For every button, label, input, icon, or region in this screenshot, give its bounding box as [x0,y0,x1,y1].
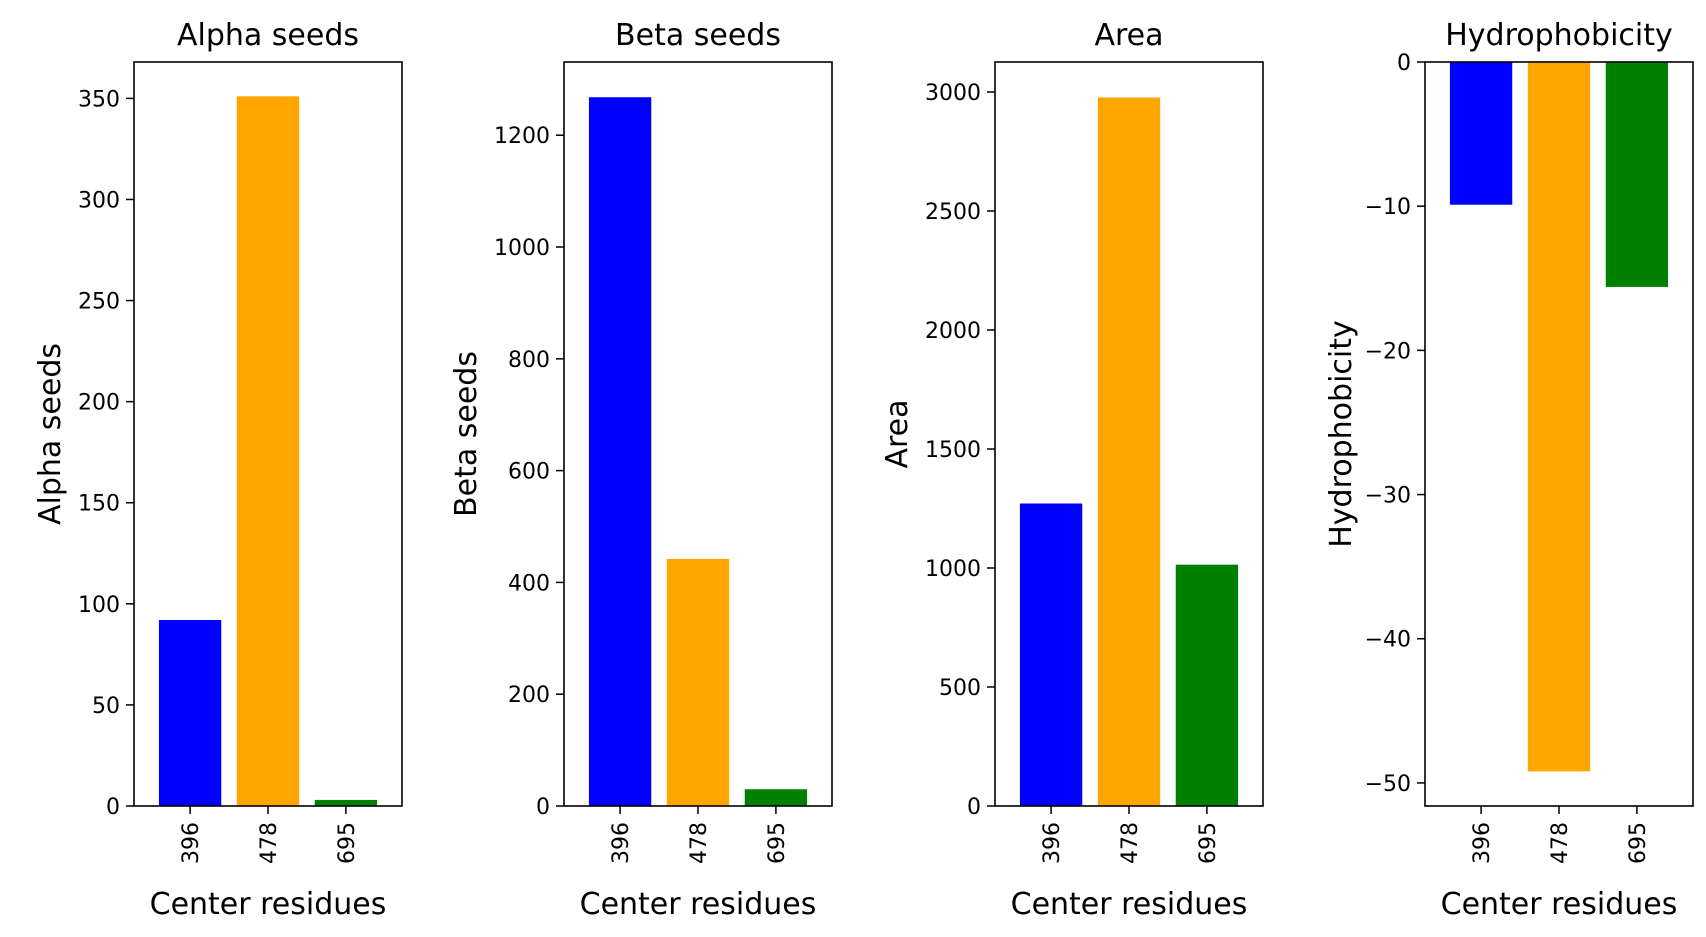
y-tick-label: 1000 [494,236,550,261]
x-tick-label: 478 [257,822,282,864]
y-axis-label: Beta seeds [449,351,484,517]
y-tick-label: 600 [508,460,550,485]
bar-695 [1605,62,1669,287]
x-axis-label: Center residues [1441,887,1678,922]
y-tick-label: 100 [78,593,120,618]
x-tick-label: 396 [609,822,634,864]
x-tick-label: 695 [335,822,360,864]
subplot-3: 0 500 1000 1500 2000 2500 3000 396 478 695 Area Cen… [880,18,1264,922]
x-tick-label: 478 [1548,822,1573,864]
subplot-1: 0 50 100 150 200 250 300 350 396 478 695 Alpha seed… [33,18,403,922]
x-tick-label: 396 [1470,822,1495,864]
subplot-title: Hydrophobicity [1445,18,1673,53]
subplot-title: Area [1094,18,1163,53]
x-tick-label: 478 [687,822,712,864]
y-tick-label: −30 [1365,484,1411,509]
y-tick-label: 0 [106,795,120,820]
bar-478 [236,96,300,807]
subplot-4: 0 −10 −20 −30 −40 −50 396 478 695 Hydrophobicity C… [1324,18,1694,922]
bar-695 [314,799,378,806]
y-tick-label: 1000 [925,557,981,582]
x-tick-label: 478 [1118,822,1143,864]
bar-478 [1097,97,1161,806]
y-tick-label: −20 [1365,339,1411,364]
y-axis-label: Alpha seeds [33,343,68,525]
x-tick-label: 695 [1196,822,1221,864]
x-axis-label: Center residues [580,887,817,922]
x-tick-label: 396 [1040,822,1065,864]
x-axis-label: Center residues [1011,887,1248,922]
y-axis-label: Hydrophobicity [1324,320,1359,548]
x-tick-label: 396 [179,822,204,864]
bar-695 [1175,564,1239,806]
y-tick-label: −40 [1365,628,1411,653]
x-axis-label: Center residues [150,887,387,922]
y-tick-label: 350 [78,87,120,112]
y-tick-label: 1500 [925,438,981,463]
subplot-title: Beta seeds [615,18,781,53]
bar-478 [666,558,730,806]
y-tick-label: 400 [508,571,550,596]
y-tick-label: 0 [1397,51,1411,76]
y-tick-label: 0 [967,795,981,820]
y-tick-label: −10 [1365,195,1411,220]
bar-396 [1449,62,1513,205]
y-tick-label: 200 [508,683,550,708]
subplot-2: 0 200 400 600 800 1000 1200 396 478 695 Beta seeds… [449,18,833,922]
y-tick-label: −50 [1365,772,1411,797]
y-tick-label: 0 [536,795,550,820]
y-tick-label: 200 [78,391,120,416]
y-tick-label: 500 [939,676,981,701]
y-tick-label: 50 [92,694,120,719]
y-tick-label: 2000 [925,319,981,344]
subplot-title: Alpha seeds [177,18,359,53]
y-tick-label: 2500 [925,200,981,225]
bar-478 [1527,62,1591,772]
bar-695 [744,789,808,806]
bar-396 [588,97,652,807]
y-tick-label: 800 [508,348,550,373]
y-tick-label: 250 [78,290,120,315]
bar-396 [158,620,222,806]
bar-396 [1019,503,1083,806]
x-tick-label: 695 [765,822,790,864]
y-tick-label: 3000 [925,81,981,106]
y-tick-label: 1200 [494,124,550,149]
y-axis-label: Area [880,399,915,468]
y-tick-label: 300 [78,188,120,213]
x-tick-label: 695 [1626,822,1651,864]
y-tick-label: 150 [78,492,120,517]
